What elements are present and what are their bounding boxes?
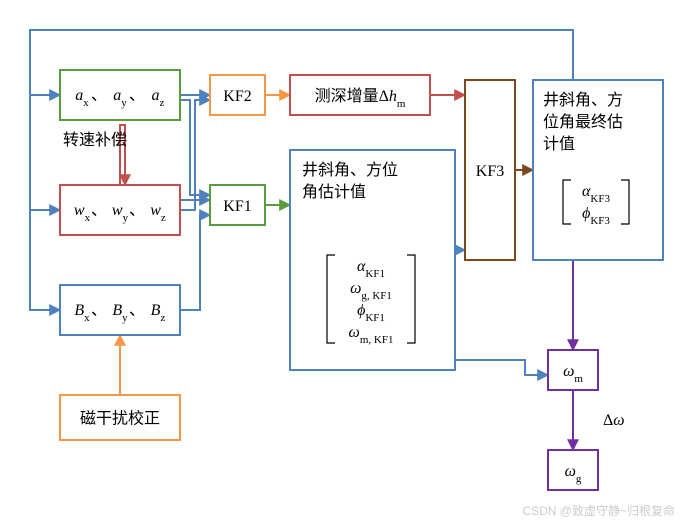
- delta-w-label: Δω: [603, 412, 625, 429]
- sep: 、: [129, 302, 145, 319]
- edge-est-to-wm: [455, 360, 548, 375]
- final-title-1: 位角最终估: [543, 113, 623, 131]
- edge-mag-to-kf1: [180, 215, 210, 310]
- sep: 、: [91, 87, 107, 104]
- kf2-label: KF2: [223, 88, 251, 105]
- rpm-comp-label: 转速补偿: [63, 131, 127, 149]
- edge-gyro-to-kf2: [180, 100, 210, 210]
- edge-fb-top-to-gyro: [30, 95, 60, 210]
- sep: 、: [91, 302, 107, 319]
- est-title-0: 井斜角、方位: [302, 161, 398, 179]
- sep: 、: [129, 202, 145, 219]
- kf1-label: KF1: [223, 198, 251, 215]
- edge-fb-top-to-mag: [30, 210, 60, 310]
- watermark: CSDN @致虚守静~归根复命: [522, 503, 675, 518]
- est-title-1: 角估计值: [302, 183, 366, 201]
- sep: 、: [129, 87, 145, 104]
- final-title-0: 井斜角、方: [543, 91, 623, 109]
- kf3-label: KF3: [476, 163, 504, 180]
- sep: 、: [91, 202, 107, 219]
- magcorr-label: 磁干扰校正: [80, 410, 160, 428]
- final-title-2: 计值: [543, 135, 575, 153]
